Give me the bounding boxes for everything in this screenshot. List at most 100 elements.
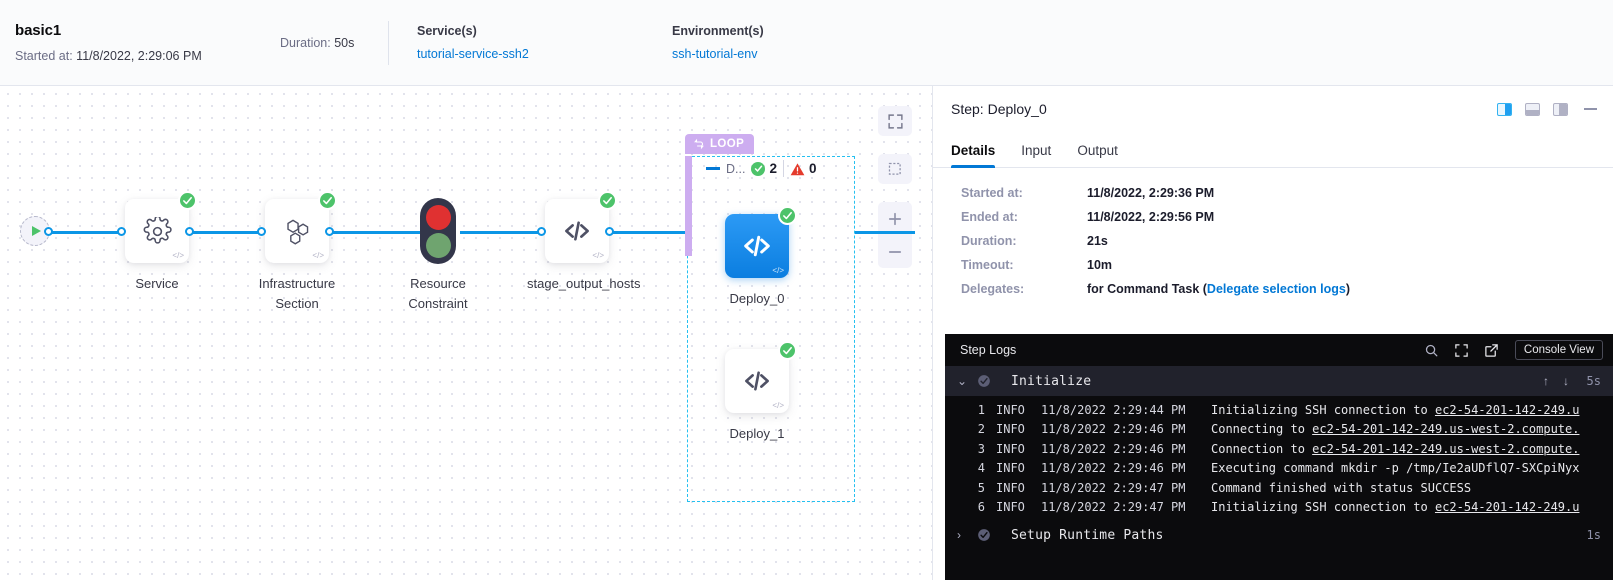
pipeline-node-resource-constraint[interactable]	[420, 198, 456, 264]
step-details-list: Started at: 11/8/2022, 2:29:36 PM Ended …	[933, 168, 1613, 306]
pipeline-node-service[interactable]: </>	[125, 191, 197, 263]
console-view-button[interactable]: Console View	[1514, 340, 1603, 360]
log-line-level: INFO	[996, 480, 1025, 495]
infrastructure-input-port[interactable]	[257, 227, 266, 236]
log-line-level: INFO	[996, 422, 1025, 437]
code-icon	[745, 371, 769, 391]
log-section-setup-runtime-paths[interactable]: › Setup Runtime Paths 1s	[945, 520, 1613, 550]
tab-input[interactable]: Input	[1021, 143, 1052, 158]
log-section-initialize[interactable]: ⌄ Initialize ↑ ↓ 5s	[945, 366, 1613, 396]
duration-block: Duration: 50s	[280, 36, 380, 50]
loop-group-bar	[685, 156, 692, 256]
loop-warning-count-value: 0	[808, 161, 817, 176]
traffic-light-red-icon	[425, 204, 451, 230]
warning-triangle-icon	[790, 162, 805, 175]
log-message-link[interactable]: ec2-54-201-142-249.us-west-2.compute.	[1312, 422, 1580, 437]
pipeline-node-label-resource-constraint: Resource Constraint	[408, 276, 468, 311]
canvas-fit-to-screen-button[interactable]	[878, 106, 912, 136]
detail-key: Delegates:	[961, 282, 1025, 296]
started-at-label: Started at:	[15, 49, 73, 63]
pipeline-node-deploy-0[interactable]: </>	[725, 206, 797, 278]
arrow-up-icon[interactable]: ↑	[1543, 374, 1549, 388]
loop-collapsed-summary[interactable]: D... 2 0	[706, 160, 816, 177]
log-line-time: 11/8/2022 2:29:46 PM	[1041, 441, 1186, 456]
loop-success-count: 2	[751, 161, 777, 176]
node-code-marker-icon: </>	[592, 251, 604, 260]
log-message-text: Initializing SSH connection to	[1211, 402, 1435, 417]
node-code-marker-icon: </>	[172, 251, 184, 260]
stage-output-output-port[interactable]	[605, 227, 614, 236]
log-section-name: Setup Runtime Paths	[1011, 527, 1164, 543]
step-logs-console: Step Logs Console View ⌄ Initialize ↑ ↓ …	[945, 334, 1613, 580]
pipeline-node-label-deploy-0: Deploy_0	[729, 291, 785, 306]
duration-label: Duration:	[280, 35, 331, 50]
layout-right-split-icon[interactable]	[1497, 102, 1512, 116]
log-line-level: INFO	[996, 500, 1025, 515]
start-node-output-port[interactable]	[44, 227, 53, 236]
fit-screen-icon	[887, 113, 903, 129]
environment-link[interactable]: ssh-tutorial-env	[672, 47, 758, 61]
log-line-number: 2	[977, 422, 985, 437]
service-input-port[interactable]	[117, 227, 126, 236]
log-message-link[interactable]: ec2-54-201-142-249.u	[1434, 402, 1580, 417]
fullscreen-icon[interactable]	[1454, 343, 1469, 358]
step-detail-title: Step: Deploy_0	[951, 101, 1047, 117]
pipeline-node-deploy-1[interactable]: </>	[725, 341, 797, 413]
loop-group-tag-label: LOOP	[710, 138, 745, 150]
log-line-time: 11/8/2022 2:29:47 PM	[1041, 480, 1186, 495]
node-status-success-badge	[178, 191, 197, 210]
marquee-select-icon	[888, 162, 901, 175]
pipeline-canvas[interactable]: </> Service </> Infrastructure Section R…	[0, 86, 932, 580]
environments-label: Environment(s)	[672, 24, 764, 38]
log-line-number: 1	[977, 402, 985, 417]
section-status-success-icon	[977, 374, 991, 388]
log-section-name: Initialize	[1011, 373, 1092, 389]
duration-value: 50s	[334, 35, 355, 50]
detail-value: 11/8/2022, 2:29:36 PM	[1087, 186, 1215, 200]
plus-icon	[888, 212, 902, 225]
layout-left-split-icon[interactable]	[1553, 102, 1568, 116]
log-line-level: INFO	[996, 461, 1025, 476]
chevron-right-icon[interactable]: ›	[957, 528, 961, 542]
pipeline-node-infrastructure-section[interactable]: </>	[265, 191, 337, 263]
search-icon[interactable]	[1424, 343, 1439, 358]
loop-group-tag[interactable]: LOOP	[685, 134, 755, 154]
stage-output-input-port[interactable]	[537, 227, 546, 236]
code-icon	[565, 221, 589, 241]
loop-success-count-value: 2	[769, 161, 777, 176]
pipeline-title: basic1	[15, 22, 62, 39]
chevron-down-icon[interactable]: ⌄	[957, 374, 968, 388]
delegate-selection-logs-link[interactable]: Delegate selection logs	[1206, 282, 1346, 296]
check-icon	[783, 346, 792, 355]
loop-collapsed-name: D...	[726, 161, 746, 176]
node-status-success-badge	[778, 341, 797, 360]
service-output-port[interactable]	[185, 227, 194, 236]
step-detail-tabs: Details Input Output	[933, 132, 1613, 168]
log-message-link[interactable]: ec2-54-201-142-249.us-west-2.compute.	[1312, 441, 1580, 456]
service-link[interactable]: tutorial-service-ssh2	[417, 47, 529, 61]
detail-key: Started at:	[961, 186, 1023, 200]
canvas-zoom-out-button[interactable]	[878, 235, 912, 268]
log-line-number: 6	[977, 500, 985, 515]
tab-details[interactable]: Details	[951, 143, 996, 168]
canvas-marquee-select-button[interactable]	[878, 154, 912, 184]
infrastructure-output-port[interactable]	[325, 227, 334, 236]
canvas-zoom-in-button[interactable]	[878, 202, 912, 235]
loop-icon	[694, 138, 704, 150]
log-line: 1 INFO 11/8/2022 2:29:44 PM Initializing…	[945, 400, 1613, 420]
services-label: Service(s)	[417, 24, 477, 38]
pipeline-node-stage-output-hosts[interactable]: </>	[545, 191, 617, 263]
log-lines-container[interactable]: 1 INFO 11/8/2022 2:29:44 PM Initializing…	[945, 396, 1613, 520]
arrow-down-icon[interactable]: ↓	[1563, 374, 1569, 388]
detail-row-duration: Duration: 21s	[961, 234, 1595, 248]
pipeline-node-label-stage-output-hosts: stage_output_hosts	[527, 276, 641, 291]
step-detail-header: Step: Deploy_0	[933, 86, 1613, 132]
detail-value: for Command Task (Delegate selection log…	[1087, 282, 1350, 296]
canvas-zoom-controls	[878, 202, 912, 268]
log-message-link[interactable]: ec2-54-201-142-249.u	[1434, 500, 1580, 515]
open-external-icon[interactable]	[1484, 343, 1499, 358]
loop-group-boundary	[687, 156, 855, 502]
tab-output[interactable]: Output	[1077, 143, 1118, 158]
minimize-icon[interactable]	[1584, 108, 1597, 110]
layout-bottom-split-icon[interactable]	[1525, 102, 1540, 116]
